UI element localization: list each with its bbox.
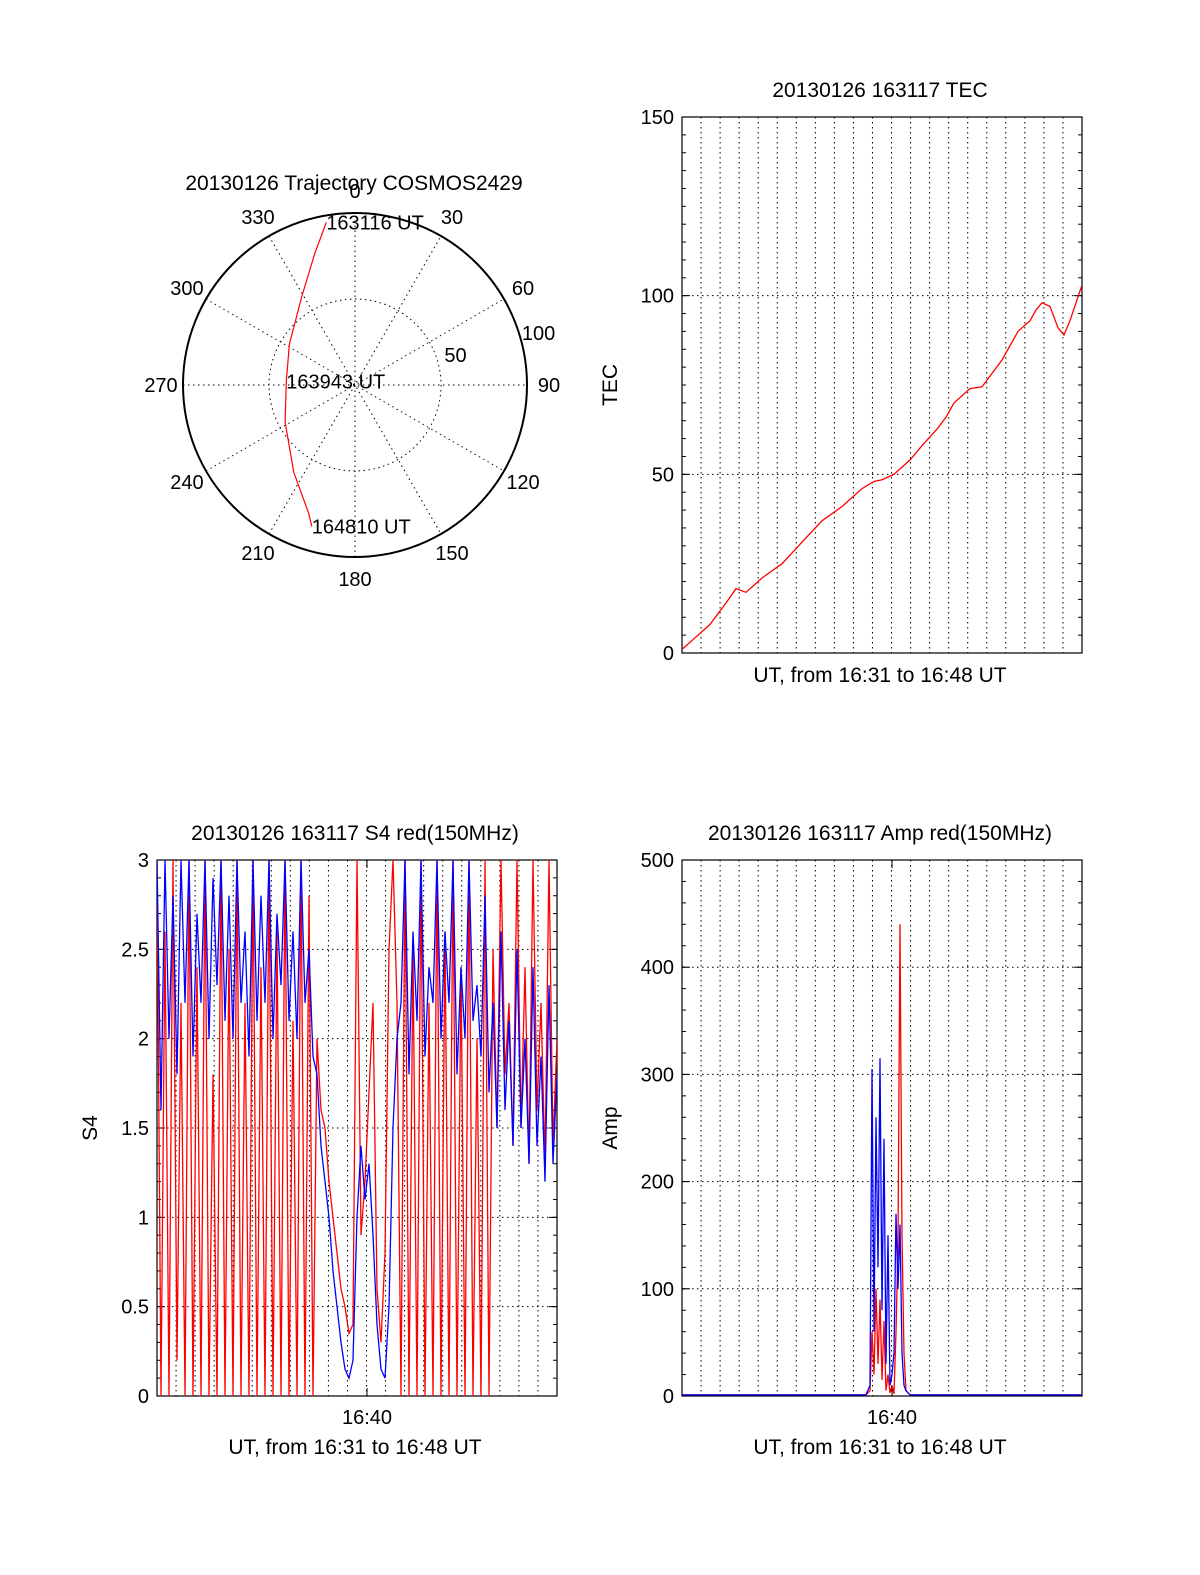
s4-ytick-label: 0.5	[121, 1297, 149, 1319]
polar-series	[284, 222, 327, 527]
polar-angle-label: 150	[435, 543, 468, 565]
polar-grid	[182, 212, 528, 558]
amp-xlabel: UT, from 16:31 to 16:48 UT	[753, 1436, 1006, 1459]
s4-ytick-label: 1	[138, 1207, 149, 1229]
tec-ylabel: TEC	[599, 364, 622, 406]
tec-panel: 20130126 163117 TEC 0 50 100 150 UT, from 1…	[599, 79, 1083, 687]
tec-series	[682, 284, 1082, 650]
tec-xlabel: UT, from 16:31 to 16:48 UT	[753, 664, 1006, 687]
amp-ytick-label: 400	[641, 957, 674, 979]
s4-ytick-label: 2.5	[121, 939, 149, 961]
polar-angle-label: 270	[144, 375, 177, 397]
amp-axes: 0 100 200 300 400 500 16:40	[641, 850, 1083, 1429]
polar-radius-label: 50	[444, 345, 466, 367]
tec-ytick-label: 0	[663, 643, 674, 665]
amp-ytick-label: 500	[641, 850, 674, 872]
s4-ytick-label: 1.5	[121, 1118, 149, 1140]
polar-trajectory-line	[284, 222, 327, 527]
polar-angle-label: 330	[241, 207, 274, 229]
polar-angle-label: 60	[512, 278, 534, 300]
polar-annotations: 163116 UT 163943 UT 164810 UT	[286, 212, 424, 538]
amp-xtick-label: 16:40	[867, 1407, 917, 1429]
s4-ytick-label: 2	[138, 1029, 149, 1051]
s4-panel: 20130126 163117 S4 red(150MHz) 0 0.5 1 1.5 2…	[79, 822, 558, 1459]
s4-series-line-red	[157, 860, 557, 1396]
s4-series-line-blue	[157, 860, 557, 1381]
amp-series	[682, 924, 1082, 1396]
tec-axes: 0 50 100 150	[641, 107, 1083, 665]
polar-angle-label: 120	[506, 472, 539, 494]
s4-xtick-label: 16:40	[342, 1407, 392, 1429]
polar-radius-label: 100	[522, 323, 555, 345]
s4-title: 20130126 163117 S4 red(150MHz)	[191, 822, 519, 845]
polar-angle-labels: 0 30 60 90 120 150 180 210 240 270 300 330	[144, 181, 560, 591]
polar-angle-label: 300	[170, 278, 203, 300]
polar-time-annotation: 164810 UT	[312, 516, 411, 538]
tec-ytick-label: 50	[652, 464, 674, 486]
s4-series	[157, 860, 557, 1396]
s4-ytick-label: 0	[138, 1386, 149, 1408]
polar-angle-label: 210	[241, 543, 274, 565]
tec-frame	[681, 116, 1083, 654]
tec-title: 20130126 163117 TEC	[772, 79, 987, 102]
amp-panel: 20130126 163117 Amp red(150MHz) 0 100 200 3…	[599, 822, 1083, 1459]
amp-title: 20130126 163117 Amp red(150MHz)	[708, 822, 1052, 845]
amp-series-line-blue	[682, 1058, 1082, 1396]
tec-series-line-red	[682, 284, 1082, 650]
polar-inner-circle	[268, 298, 442, 472]
amp-ytick-label: 100	[641, 1279, 674, 1301]
amp-series-line-red	[682, 924, 1082, 1396]
amp-ytick-label: 200	[641, 1172, 674, 1194]
amp-frame	[681, 859, 1083, 1397]
polar-angle-label: 30	[441, 207, 463, 229]
polar-angle-label: 240	[170, 472, 203, 494]
tec-ytick-label: 150	[641, 107, 674, 129]
s4-axes: 0 0.5 1 1.5 2 2.5 3 16:40	[121, 850, 558, 1429]
polar-angle-label: 90	[538, 375, 560, 397]
s4-ytick-label: 3	[138, 850, 149, 872]
polar-angle-label: 0	[349, 181, 360, 203]
amp-ytick-label: 0	[663, 1386, 674, 1408]
polar-title: 20130126 Trajectory COSMOS2429	[185, 172, 522, 195]
polar-angle-label: 180	[338, 569, 371, 591]
tec-ytick-label: 100	[641, 286, 674, 308]
amp-ytick-label: 300	[641, 1064, 674, 1086]
polar-radius-labels: 50 100	[444, 323, 555, 367]
s4-xlabel: UT, from 16:31 to 16:48 UT	[228, 1436, 481, 1459]
s4-ylabel: S4	[79, 1115, 102, 1141]
amp-ylabel: Amp	[599, 1106, 622, 1149]
polar-panel: 20130126 Trajectory COSMOS2429 0 30 60 90 12…	[144, 172, 560, 591]
polar-time-annotation: 163943 UT	[286, 371, 385, 393]
polar-time-annotation: 163116 UT	[326, 212, 423, 234]
